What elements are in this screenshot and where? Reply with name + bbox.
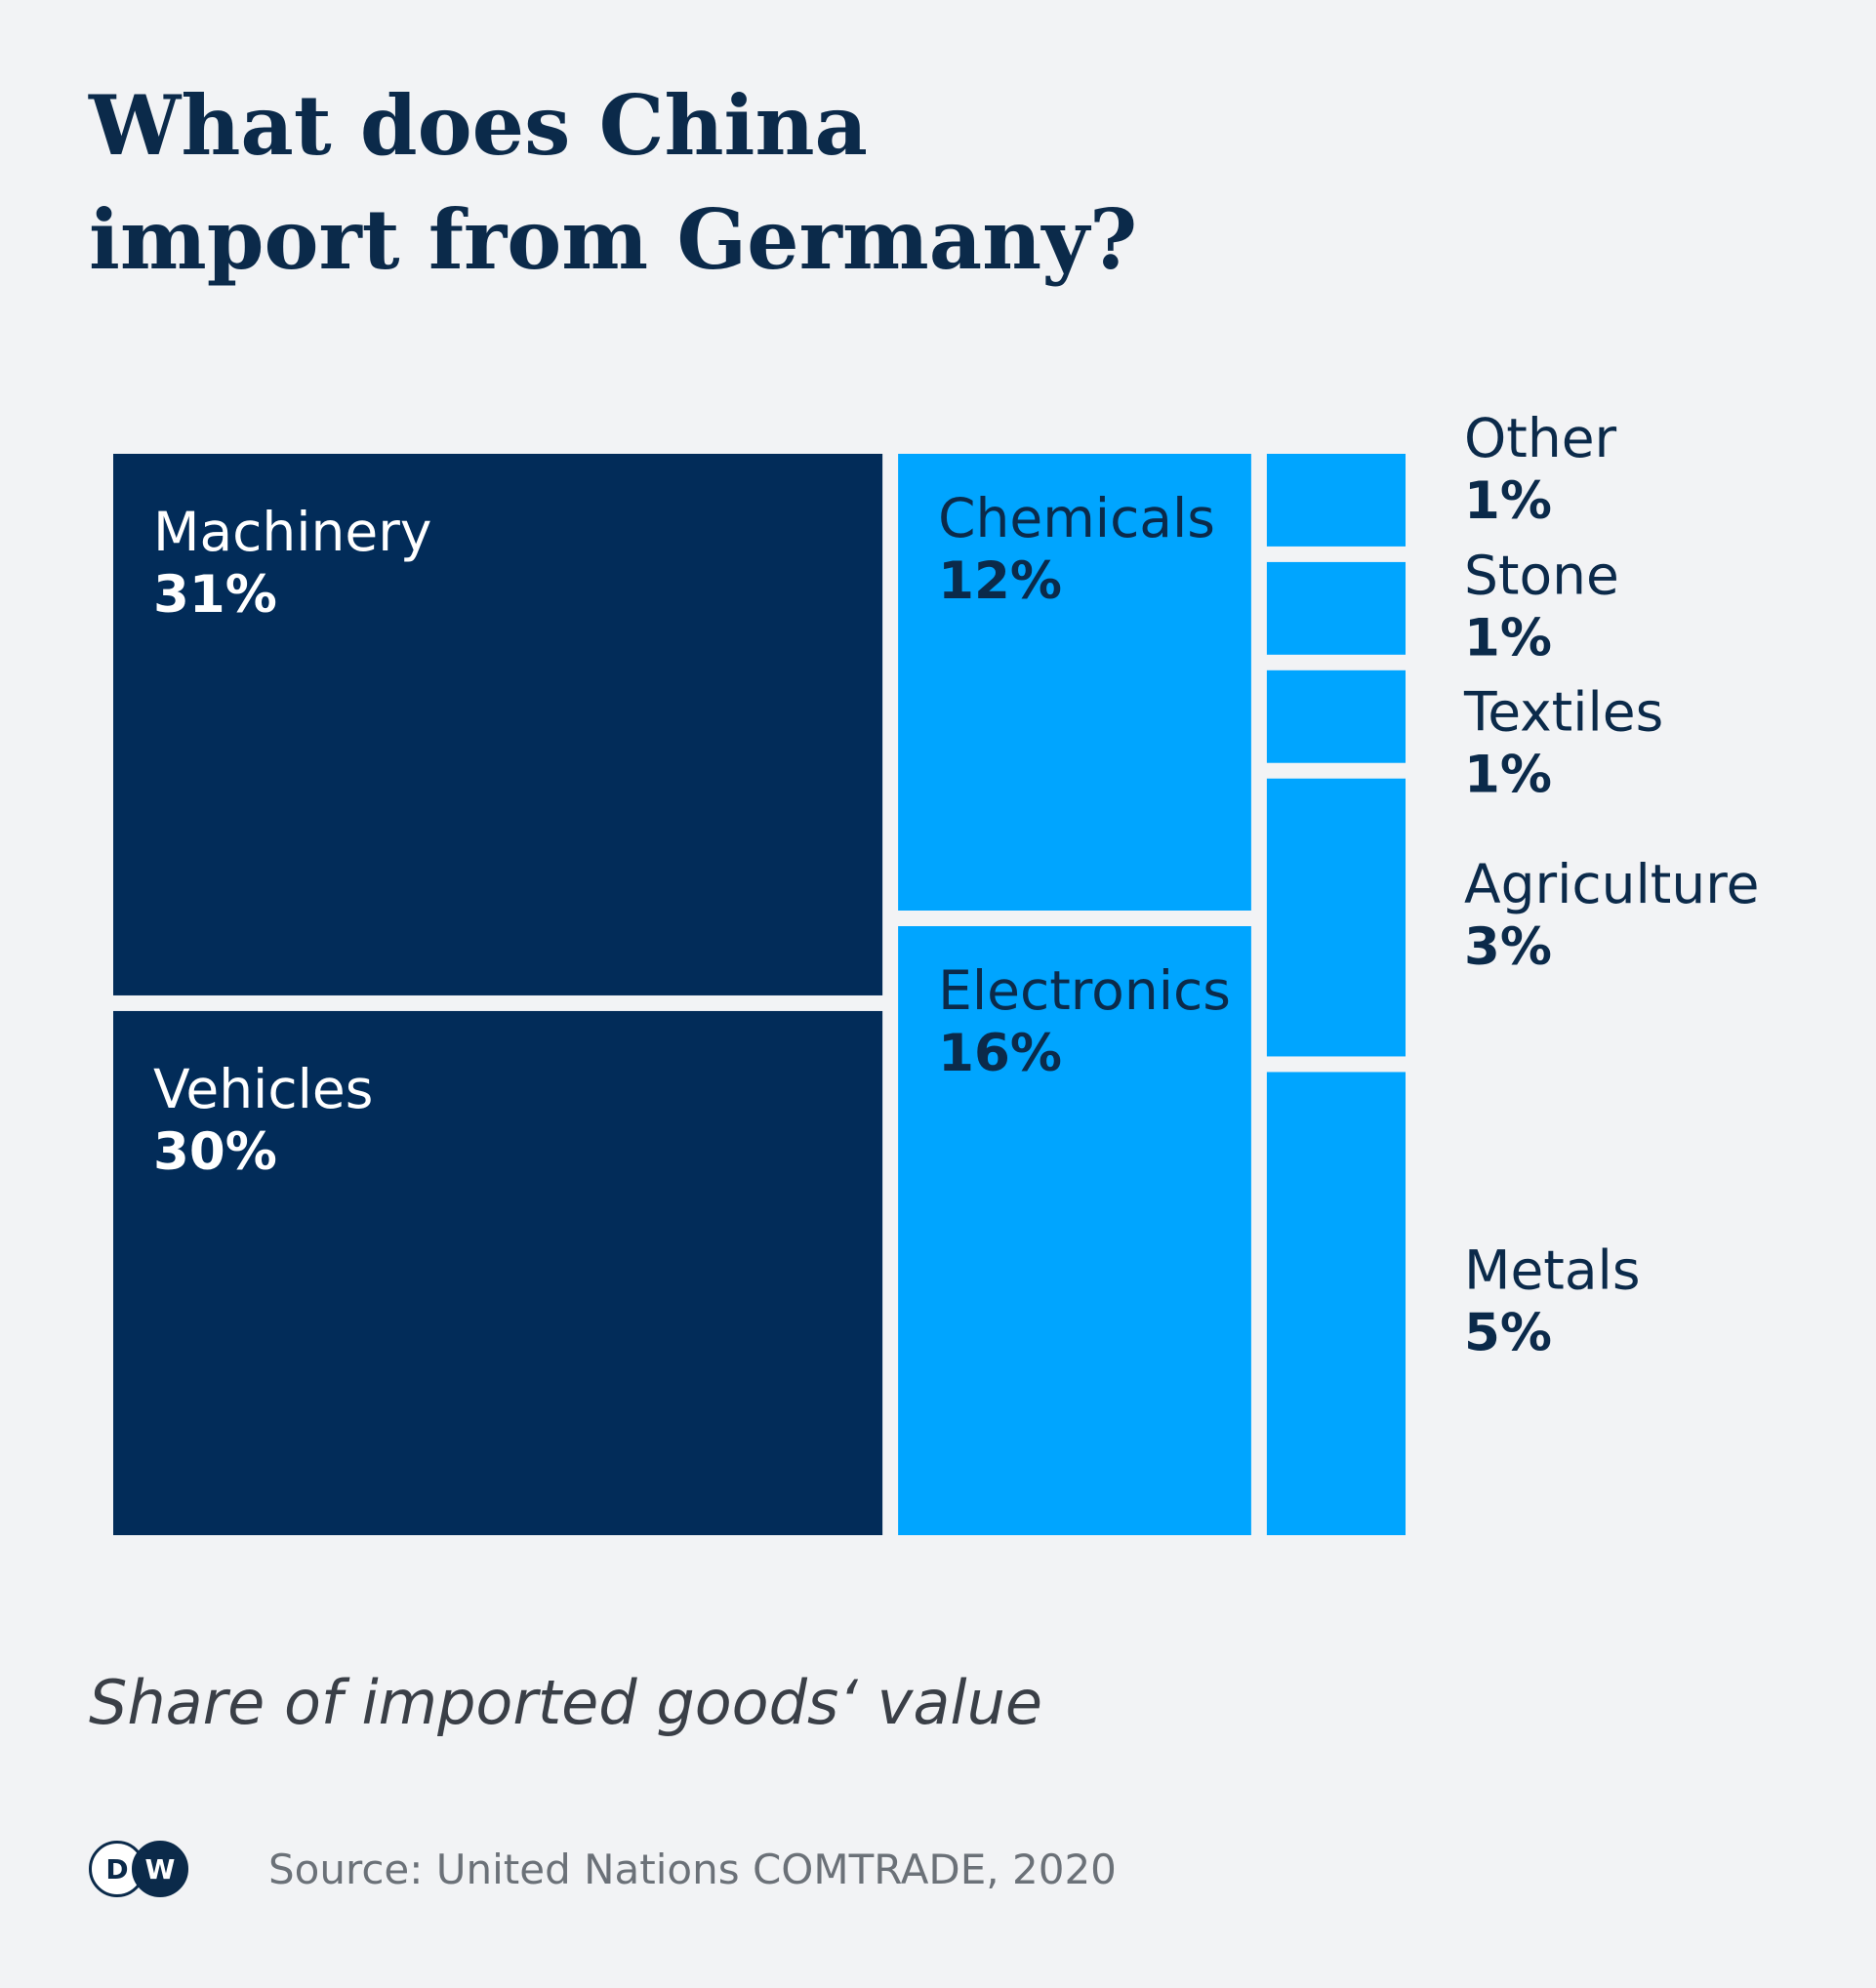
value-label-stone: 1%	[1464, 608, 1552, 668]
tile-other	[1266, 454, 1406, 547]
source-note: Source: United Nations COMTRADE, 2020	[268, 1845, 1117, 1893]
tile-vehicles	[113, 1010, 883, 1535]
tile-textiles	[1266, 669, 1406, 763]
value-label-other: 1%	[1464, 471, 1552, 531]
value-label-agriculture: 3%	[1464, 917, 1552, 977]
value-label-textiles: 1%	[1464, 745, 1552, 804]
tile-metals	[1266, 1072, 1406, 1535]
value-label-electronics: 16%	[938, 1024, 1062, 1083]
label-stone: Stone	[1464, 544, 1619, 606]
chart-subtitle: Share of imported goods‘ value	[89, 1667, 1043, 1738]
tile-agriculture	[1266, 778, 1406, 1057]
label-vehicles: Vehicles	[153, 1058, 373, 1120]
value-label-vehicles: 30%	[153, 1122, 277, 1182]
label-metals: Metals	[1464, 1239, 1641, 1302]
tile-electronics	[898, 926, 1251, 1535]
label-electronics: Electronics	[938, 959, 1231, 1022]
label-other: Other	[1464, 407, 1617, 469]
label-agriculture: Agriculture	[1464, 853, 1759, 915]
label-machinery: Machinery	[153, 501, 431, 563]
dw-logo: D W	[89, 1841, 190, 1897]
footer: D W Source: United Nations COMTRADE, 202…	[89, 1840, 1117, 1898]
tile-chemicals	[898, 454, 1251, 911]
chart-title-line-2: import from Germany?	[89, 191, 1138, 288]
chart-title: What does China import from Germany?	[89, 68, 1260, 297]
tile-stone	[1266, 561, 1406, 655]
label-textiles: Textiles	[1463, 680, 1663, 743]
dw-logo-w: W	[132, 1841, 188, 1897]
chart-title-line-1: What does China	[89, 77, 868, 174]
value-label-machinery: 31%	[153, 565, 277, 625]
value-label-chemicals: 12%	[938, 551, 1062, 611]
value-label-metals: 5%	[1464, 1304, 1552, 1363]
label-chemicals: Chemicals	[938, 487, 1215, 549]
tile-machinery	[113, 454, 883, 995]
